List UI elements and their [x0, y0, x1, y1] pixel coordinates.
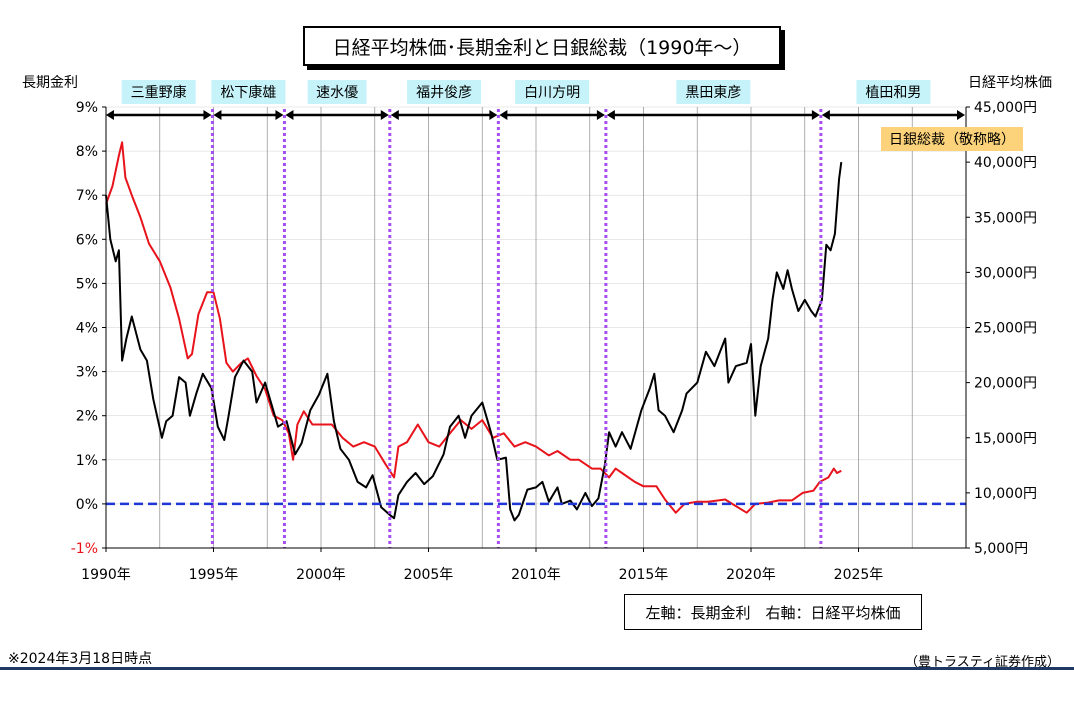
governor-label: 速水優: [316, 85, 358, 101]
x-tick-label: 1995年: [189, 567, 239, 583]
left-tick-label: 7%: [76, 188, 98, 204]
left-tick-label: 2%: [76, 409, 98, 425]
source-credit: （豊トラスティ証券作成）: [905, 655, 1060, 670]
governor-label-bg: [121, 80, 196, 104]
right-tick-label: 25,000円: [974, 321, 1037, 337]
right-axis-title: 日経平均株価: [968, 75, 1052, 91]
left-tick-label: 3%: [76, 365, 98, 381]
arrow-head-right: [380, 110, 389, 120]
x-tick-label: 2005年: [404, 567, 454, 583]
x-tick-label: 2020年: [726, 567, 776, 583]
axes: 9% 8% 7% 6% 5% 4% 3% 2% 1% 0% -1% 45,000円 40,000円 35,…: [71, 100, 1037, 583]
legend: 左軸：長期金利 右軸：日経平均株価: [624, 594, 922, 630]
rate-line: [105, 141, 842, 514]
governor-label: 福井俊彦: [416, 85, 472, 101]
left-tick-label: 0%: [76, 497, 98, 513]
arrow-head-left: [285, 110, 294, 120]
left-tick-label: 6%: [76, 232, 98, 248]
left-tick-label: 1%: [76, 453, 98, 469]
x-tick-label: 1990年: [81, 567, 131, 583]
arrow-head-left: [499, 110, 508, 120]
right-tick-label: 5,000円: [974, 541, 1028, 557]
left-tick-label: 4%: [76, 321, 98, 337]
grid-lines: [105, 106, 967, 549]
right-tick-label: 15,000円: [974, 431, 1037, 447]
chart-title: 日経平均株価･長期金利と日銀総裁（1990年～）: [303, 26, 781, 66]
arrow-head-right: [203, 110, 212, 120]
left-tick-label: 5%: [76, 276, 98, 292]
arrow-head-right: [811, 110, 820, 120]
governor-label: 松下康雄: [220, 84, 276, 101]
left-tick-label: -1%: [71, 541, 98, 557]
governor-label-bg: [307, 80, 367, 104]
arrow-head-left: [213, 110, 222, 120]
right-tick-label: 20,000円: [974, 376, 1037, 392]
x-tick-label: 2025年: [834, 567, 884, 583]
arrow-head-left: [390, 110, 399, 120]
arrow-head-right: [596, 110, 605, 120]
governor-label: 黒田東彦: [685, 85, 741, 101]
arrow-head-left: [606, 110, 615, 120]
right-tick-label: 40,000円: [974, 155, 1037, 171]
footer-divider: [0, 667, 1074, 670]
governor-note: 日銀総裁（敬称略）: [881, 127, 1023, 151]
nikkei-line: [105, 161, 843, 522]
left-tick-label: 9%: [76, 100, 98, 116]
right-tick-label: 45,000円: [974, 100, 1037, 116]
governor-label: 植田和男: [865, 85, 921, 101]
footnote: ※2024年3月18日時点: [8, 651, 153, 667]
x-tick-label: 2015年: [619, 567, 669, 583]
governor-label: 三重野康: [131, 84, 187, 101]
right-tick-label: 30,000円: [974, 265, 1037, 281]
left-tick-label: 8%: [76, 144, 98, 160]
left-axis-title: 長期金利: [22, 75, 78, 91]
governor-label-bg: [676, 80, 751, 104]
arrow-head-right: [489, 110, 498, 120]
arrow-head-right: [957, 110, 965, 120]
right-tick-label: 35,000円: [974, 210, 1037, 226]
governor-label-bg: [211, 80, 286, 104]
x-tick-label: 2010年: [511, 567, 561, 583]
right-tick-label: 10,000円: [974, 486, 1037, 502]
governor-label-bg: [856, 80, 931, 104]
reference-lines: [106, 109, 966, 548]
arrow-head-right: [275, 110, 284, 120]
x-tick-label: 2000年: [296, 567, 346, 583]
governor-label-bg: [407, 80, 482, 104]
governor-label: 白川方明: [524, 85, 580, 101]
arrow-head-left: [105, 110, 114, 120]
governor-label-bg: [515, 80, 590, 104]
series-rate: [105, 141, 842, 514]
series-nikkei: [105, 161, 843, 522]
arrow-head-left: [821, 110, 830, 120]
governor-track: 三重野康 松下康雄 速水優 福井俊彦 白川方明 黒田東彦 植田和男: [105, 80, 965, 120]
